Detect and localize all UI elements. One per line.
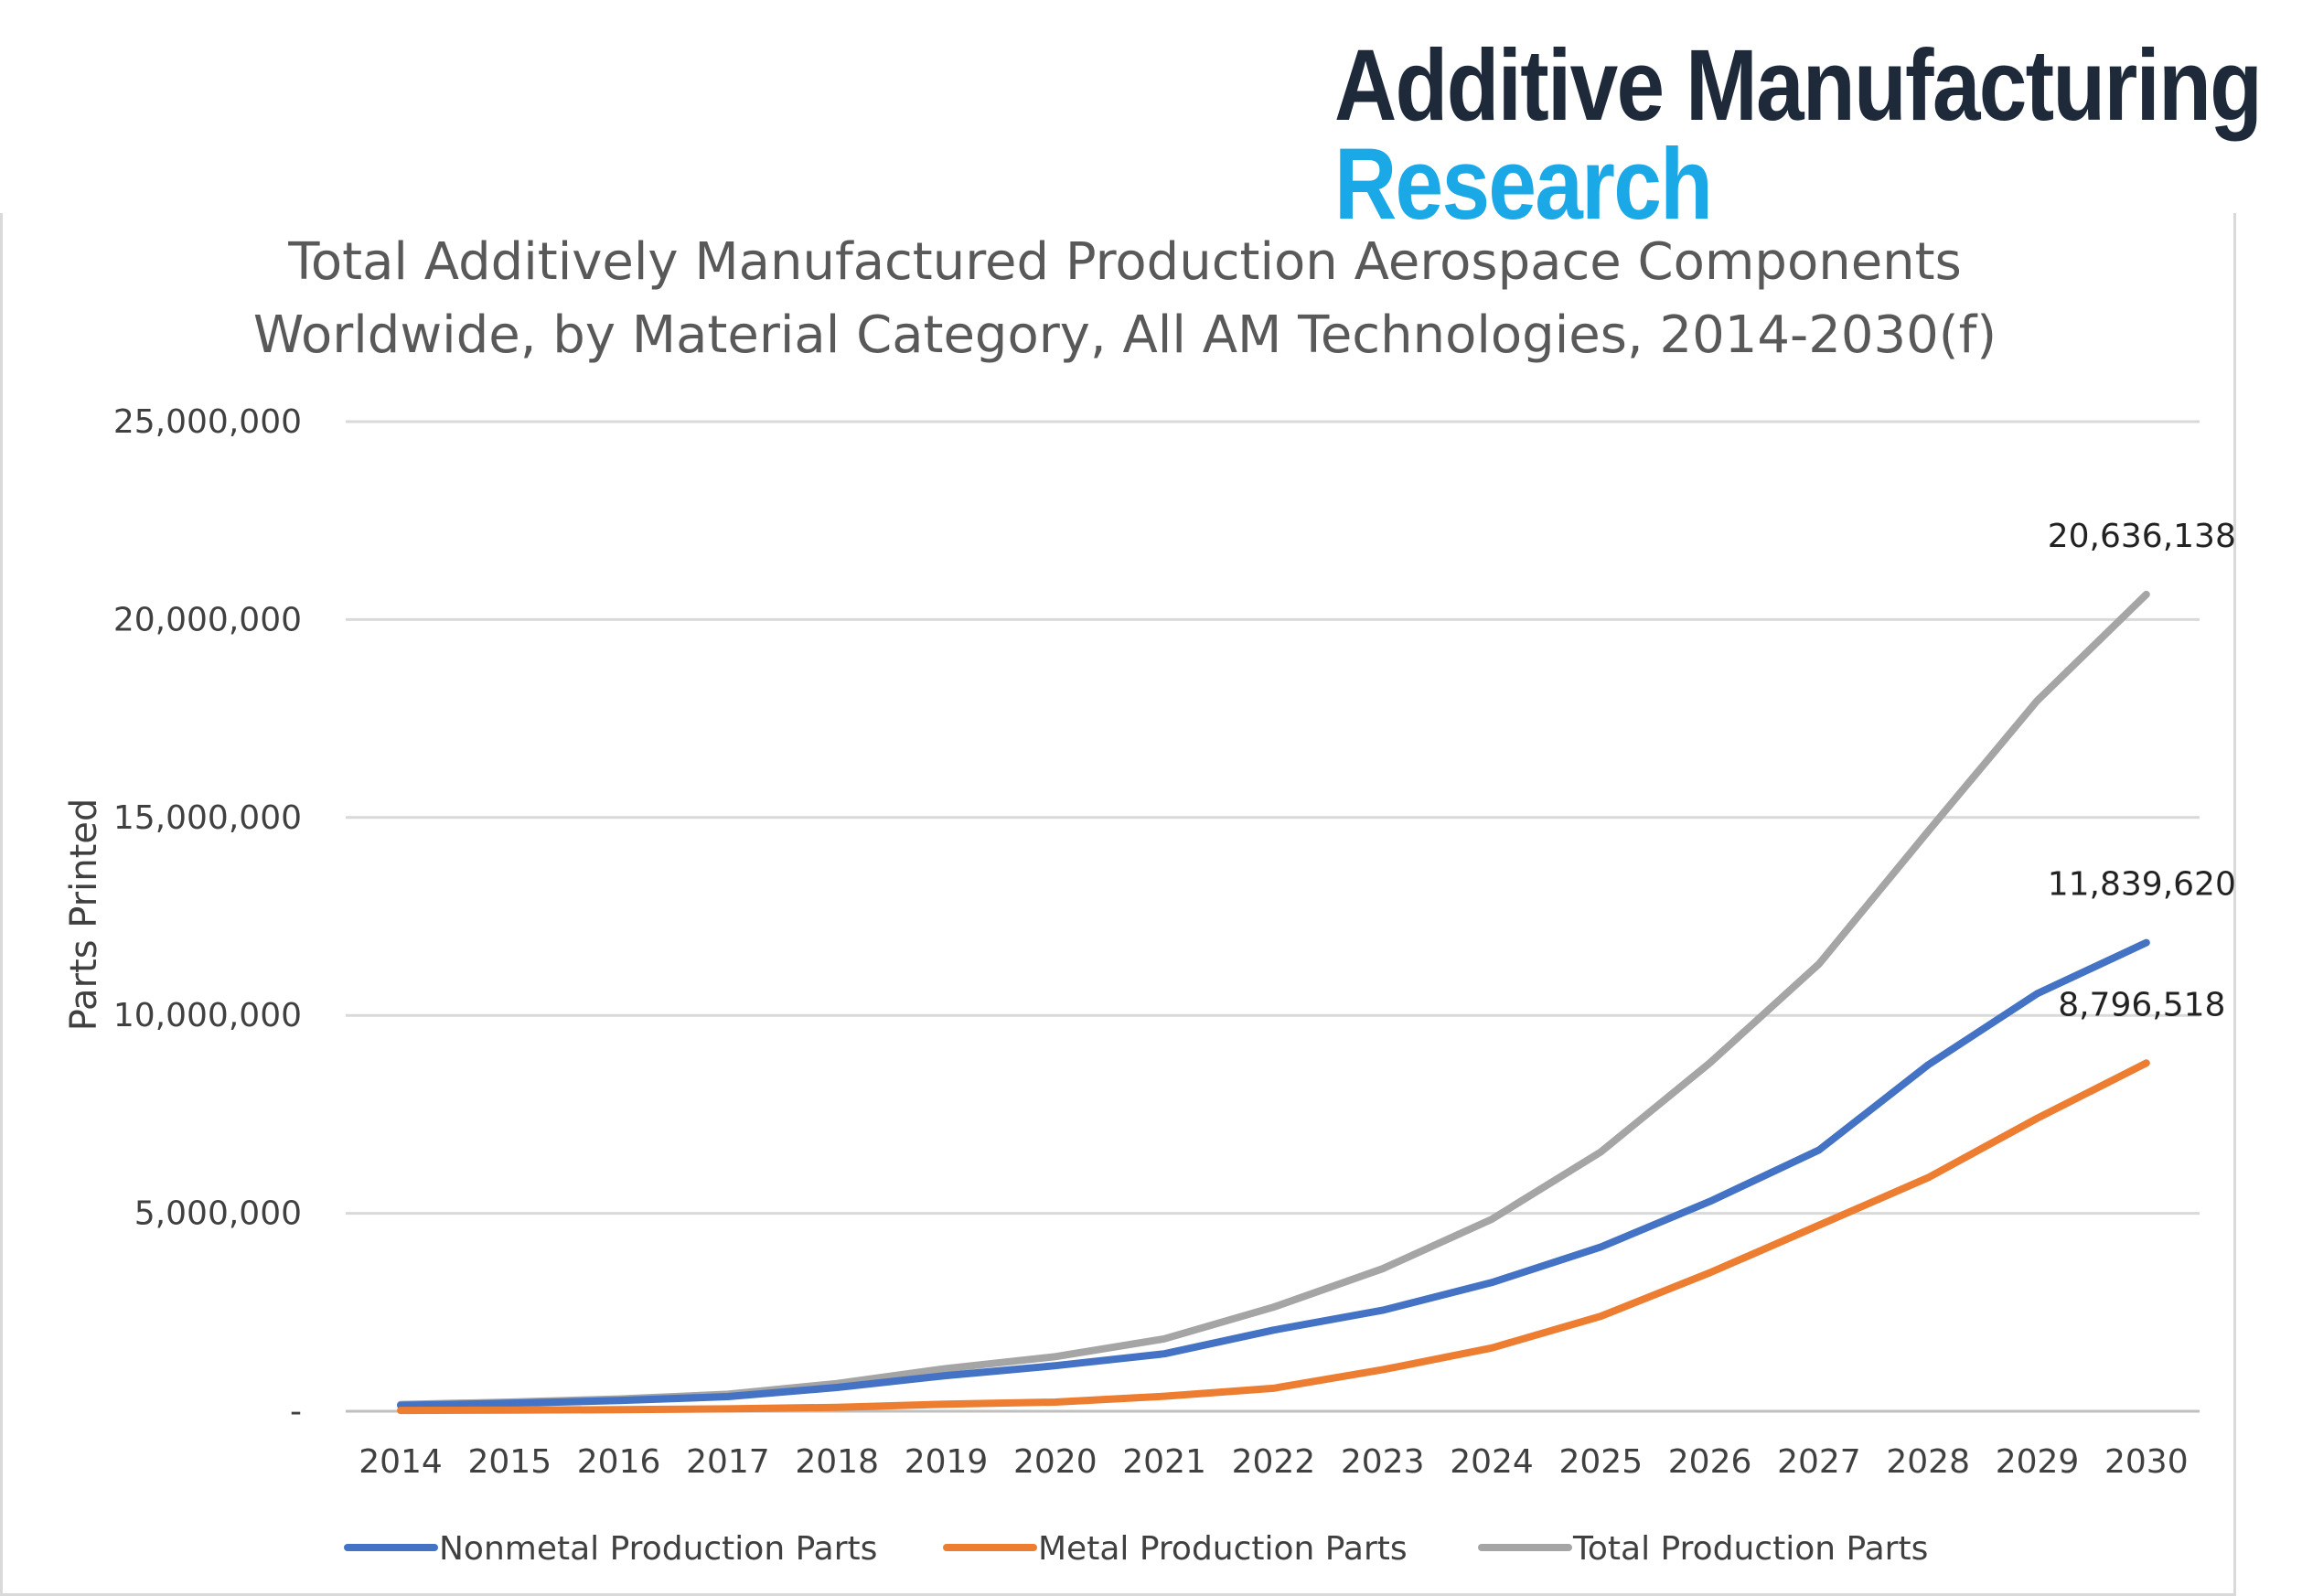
y-tick-label: - [290, 1393, 302, 1430]
y-tick-label: 5,000,000 [134, 1195, 302, 1233]
data-label: 20,636,138 [2048, 518, 2236, 555]
x-tick-label: 2030 [2104, 1443, 2189, 1481]
legend: Nonmetal Production Parts Metal Productio… [344, 1530, 1928, 1568]
data-label: 8,796,518 [2058, 986, 2225, 1023]
x-tick-label: 2015 [467, 1443, 551, 1481]
y-tick-label: 10,000,000 [113, 997, 302, 1034]
series-lines [397, 590, 2150, 1415]
y-tick-label: 25,000,000 [113, 403, 302, 441]
chart-title-line-1: Total Additively Manufactured Production… [287, 232, 1962, 292]
y-tick-label: 20,000,000 [113, 601, 302, 638]
x-tick-label: 2020 [1013, 1443, 1097, 1481]
x-tick-label: 2014 [359, 1443, 443, 1481]
x-tick-label: 2023 [1341, 1443, 1425, 1481]
legend-label: Metal Production Parts [1038, 1530, 1408, 1568]
brand-logo: Additive Manufacturing Research [1333, 29, 2263, 241]
brand-line-1: Additive Manufacturing [1333, 29, 2263, 142]
series-line-nonmetal-production-parts [397, 938, 2150, 1409]
brand-line-2: Research [1333, 127, 1713, 241]
data-labels: 20,636,138 11,839,620 8,796,518 [2048, 518, 2236, 1023]
y-axis-label: Parts Printed [63, 798, 105, 1032]
x-tick-label: 2026 [1668, 1443, 1752, 1481]
x-tick-label: 2027 [1777, 1443, 1861, 1481]
y-axis-ticks: - 5,000,000 10,000,000 15,000,000 20,000,000… [113, 403, 302, 1430]
series-line-total-production-parts [397, 590, 2150, 1409]
y-tick-label: 15,000,000 [113, 799, 302, 837]
gridlines [346, 420, 2200, 1413]
x-tick-label: 2025 [1558, 1443, 1643, 1481]
x-tick-label: 2019 [905, 1443, 989, 1481]
x-tick-label: 2016 [577, 1443, 661, 1481]
x-tick-label: 2018 [795, 1443, 879, 1481]
legend-label: Total Production Parts [1572, 1530, 1928, 1568]
x-tick-label: 2017 [686, 1443, 770, 1481]
x-tick-label: 2029 [1996, 1443, 2080, 1481]
chart-title-line-2: Worldwide, by Material Category, All AM … [253, 305, 1997, 365]
data-label: 11,839,620 [2048, 866, 2236, 904]
x-tick-label: 2028 [1886, 1443, 1970, 1481]
series-line-metal-production-parts [397, 1059, 2150, 1415]
x-axis-ticks: 2014 2015 2016 2017 2018 2019 2020 2021 2022 2023… [359, 1443, 2188, 1481]
x-tick-label: 2021 [1122, 1443, 1206, 1481]
x-tick-label: 2024 [1450, 1443, 1534, 1481]
x-tick-label: 2022 [1232, 1443, 1316, 1481]
legend-label: Nonmetal Production Parts [439, 1530, 877, 1568]
